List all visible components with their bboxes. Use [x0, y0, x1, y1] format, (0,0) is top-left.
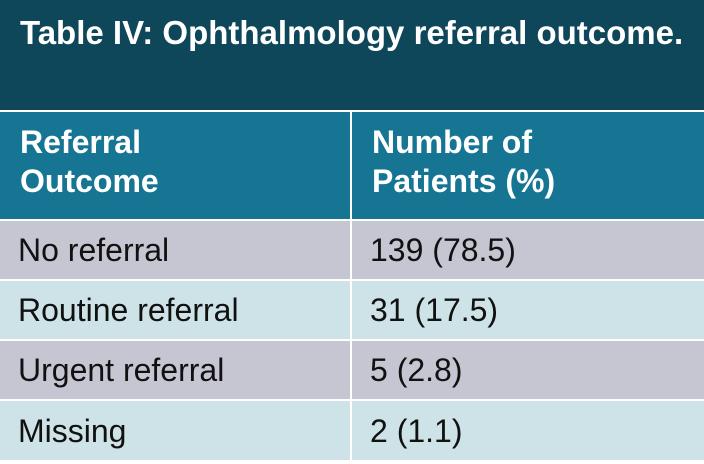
header-number-of-patients-line1: Number of — [372, 124, 532, 160]
outcome-cell: No referral — [0, 219, 351, 280]
patients-cell: 2 (1.1) — [350, 399, 704, 460]
outcome-cell: Routine referral — [0, 279, 351, 340]
outcome-cell: Urgent referral — [0, 339, 351, 400]
table-row: Missing 2 (1.1) — [0, 399, 704, 460]
patients-cell: 31 (17.5) — [350, 279, 704, 340]
header-number-of-patients-line2: Patients (%) — [372, 163, 556, 199]
header-number-of-patients: Number of Patients (%) — [350, 112, 704, 220]
header-referral-outcome: Referral Outcome — [0, 112, 351, 220]
table-row: No referral 139 (78.5) — [0, 219, 704, 280]
outcome-cell: Missing — [0, 399, 351, 460]
header-row: Referral Outcome Number of Patients (%) — [0, 112, 704, 220]
referral-outcome-table: Referral Outcome Number of Patients (%) … — [0, 112, 704, 460]
header-referral-outcome-line1: Referral — [20, 124, 141, 160]
patients-cell: 5 (2.8) — [350, 339, 704, 400]
table-title: Table IV: Ophthalmology referral outcome… — [0, 0, 704, 112]
table-row: Routine referral 31 (17.5) — [0, 279, 704, 340]
header-referral-outcome-line2: Outcome — [20, 163, 159, 199]
patients-cell: 139 (78.5) — [350, 219, 704, 280]
table-row: Urgent referral 5 (2.8) — [0, 339, 704, 400]
